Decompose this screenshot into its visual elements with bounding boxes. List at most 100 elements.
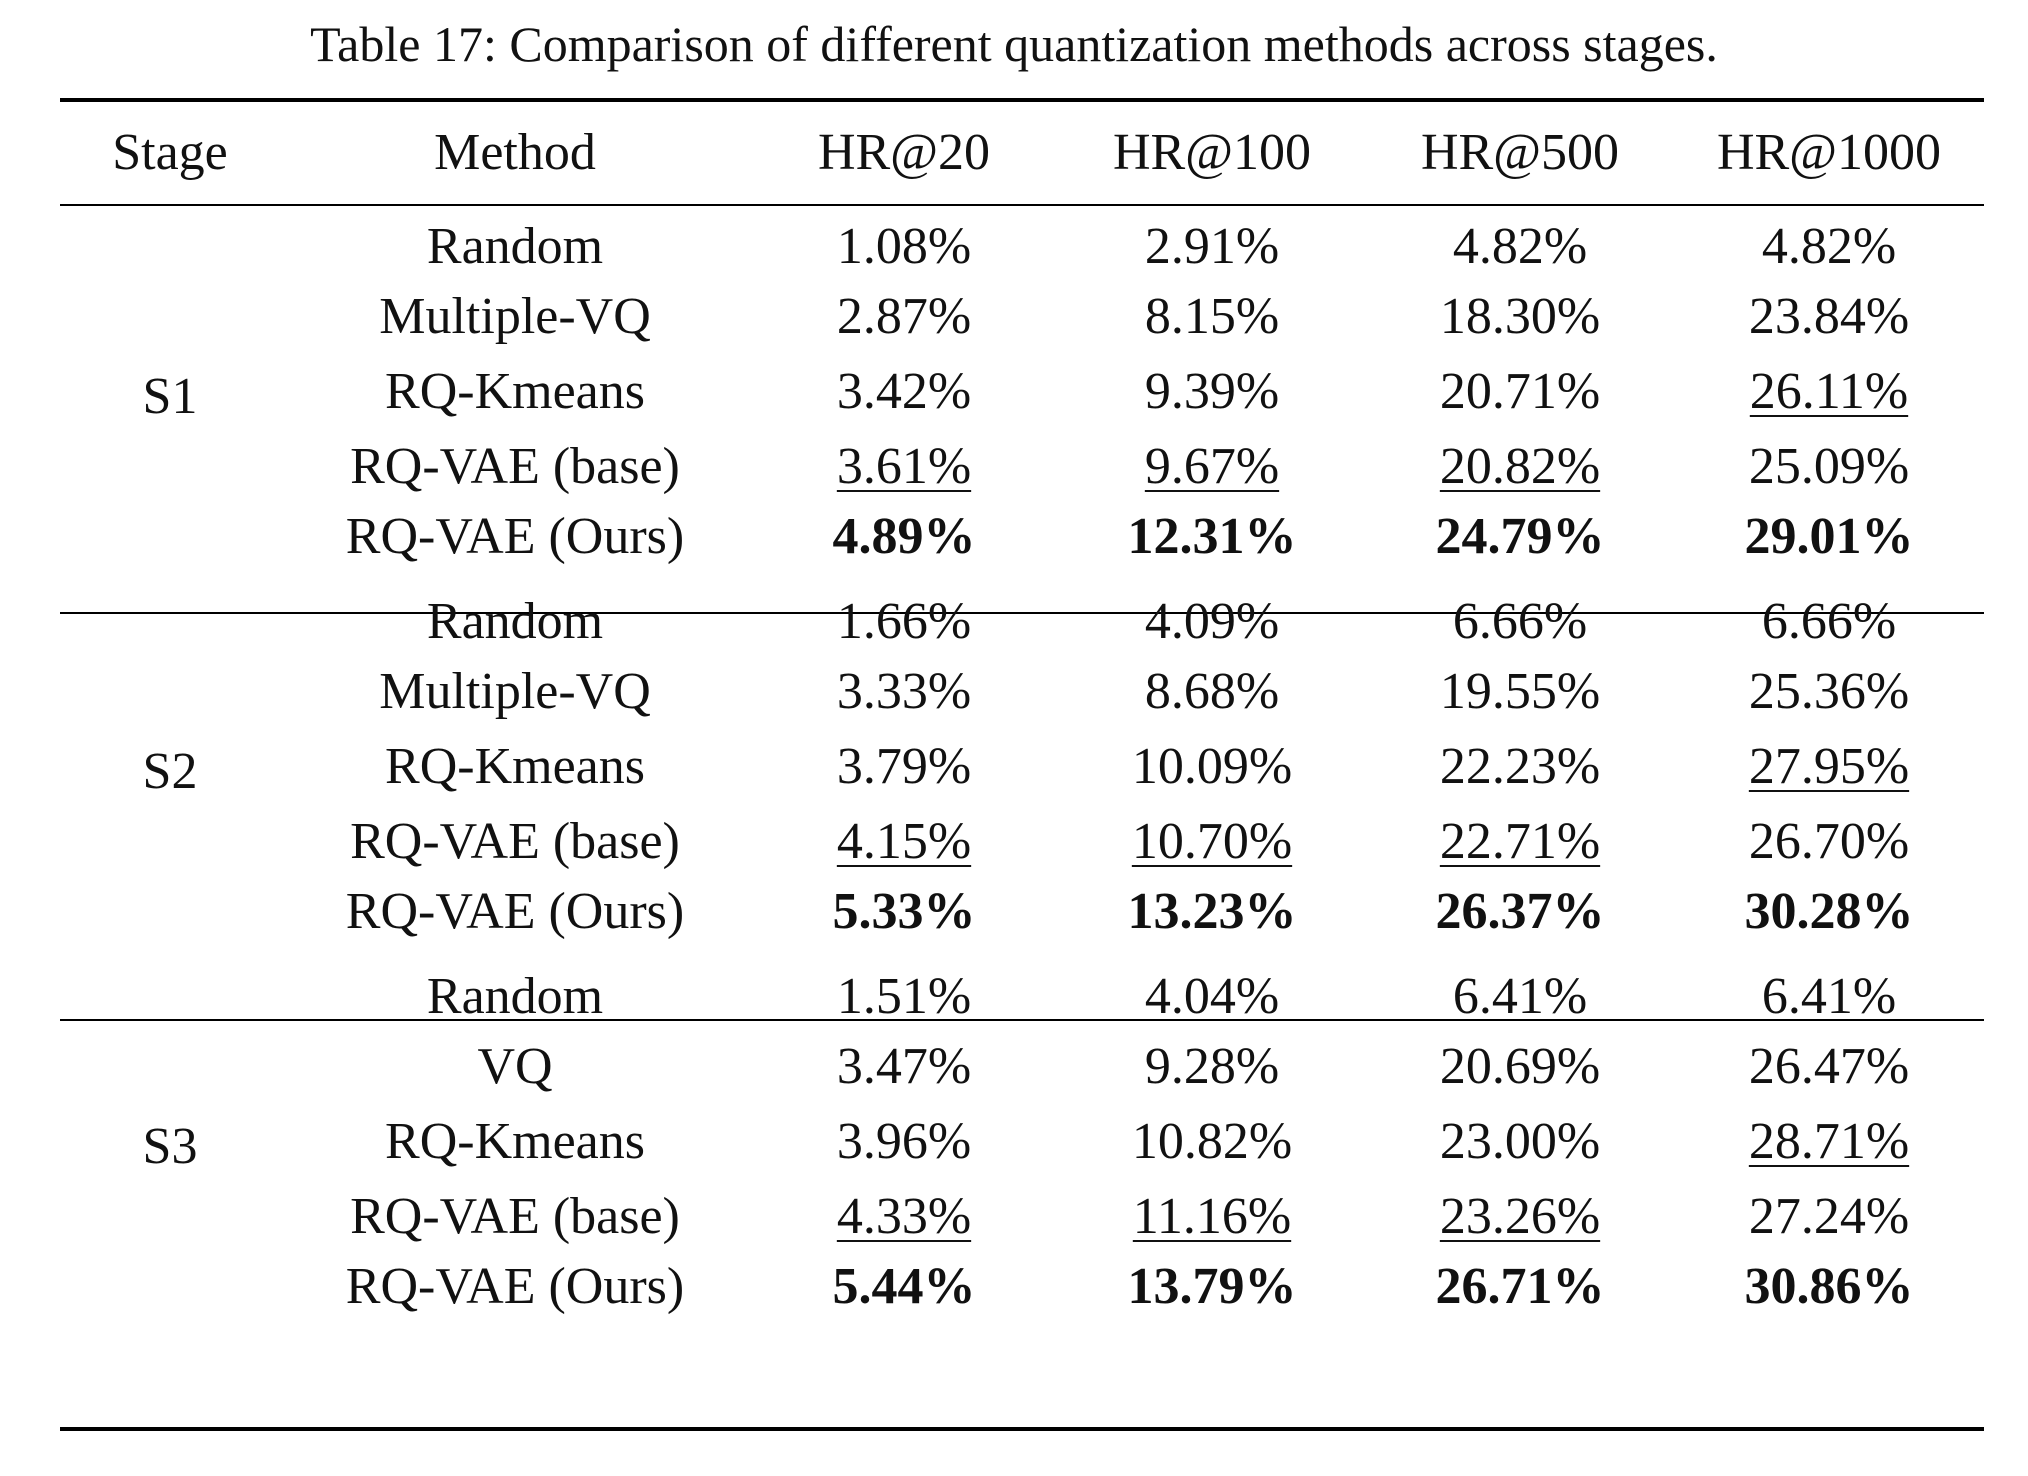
table-row: RQ-VAE (base) 4.15% 10.70% 22.71% 26.70% [60,804,1984,879]
group-divider-s1-s2 [60,612,1984,614]
value-cell-best: 5.33% [832,883,976,940]
table-row: RQ-Kmeans 3.42% 9.39% 20.71% 26.11% [60,354,1984,429]
stage-label: S2 [142,743,198,800]
value-cell: 26.70% [1748,813,1910,870]
method-cell: Random [426,218,604,275]
value-cell: 9.28% [1144,1038,1280,1095]
value-cell-best: 4.89% [832,508,976,565]
value-text: 4.33% [836,1188,972,1245]
value-text: 20.82% [1439,438,1601,495]
value-cell-best: 13.23% [1127,883,1297,940]
method-cell: Multiple-VQ [379,288,651,345]
table-row: RQ-VAE (Ours) 5.44% 13.79% 26.71% 30.86% [60,1254,1984,1329]
value-text: 9.67% [1144,438,1280,495]
value-cell: 20.69% [1439,1038,1601,1095]
value-text: 3.61% [836,438,972,495]
method-cell: RQ-VAE (Ours) [345,508,685,565]
value-cell-best: 30.28% [1744,883,1914,940]
value-text: 10.70% [1131,813,1293,870]
header-row: Stage Method HR@20 HR@100 HR@500 HR@1000 [60,100,1984,204]
value-cell: 4.82% [1452,218,1588,275]
value-cell-second-best: 28.71% [1674,1104,1984,1179]
value-cell: 2.91% [1144,218,1280,275]
value-cell-second-best: 22.71% [1366,804,1674,879]
header-rule [60,204,1984,206]
value-cell-best: 24.79% [1435,508,1605,565]
header-hr100: HR@100 [1112,123,1312,181]
table-row: RQ-VAE (base) 3.61% 9.67% 20.82% 25.09% [60,429,1984,504]
value-text: 11.16% [1132,1188,1292,1245]
header-hr20: HR@20 [817,123,991,181]
value-cell: 1.51% [836,968,972,1025]
method-cell: Random [426,593,604,650]
value-cell: 2.87% [836,288,972,345]
bottom-rule [60,1427,1984,1431]
table-row: Multiple-VQ 3.33% 8.68% 19.55% 25.36% [60,654,1984,729]
value-cell: 3.42% [836,363,972,420]
table-row: RQ-Kmeans 3.79% 10.09% 22.23% 27.95% [60,729,1984,804]
header-stage: Stage [112,123,228,181]
value-cell-best: 5.44% [832,1258,976,1315]
value-cell: 23.84% [1748,288,1910,345]
method-cell: RQ-VAE (base) [350,1188,680,1245]
stage-label: S1 [142,368,198,425]
value-cell: 1.66% [836,593,972,650]
value-cell: 10.82% [1131,1113,1293,1170]
value-cell-second-best: 4.15% [750,804,1058,879]
header-method: Method [434,123,596,181]
table-row: S1 Random 1.08% 2.91% 4.82% 4.82% [60,204,1984,425]
value-cell-second-best: 23.26% [1366,1179,1674,1254]
group-s1: S1 Random 1.08% 2.91% 4.82% 4.82% Multip… [60,204,1984,579]
method-cell: RQ-Kmeans [385,738,645,795]
value-cell: 23.00% [1439,1113,1601,1170]
value-cell: 6.66% [1761,593,1897,650]
table-row: S2 Random 1.66% 4.09% 6.66% 6.66% [60,579,1984,800]
table-row: S3 Random 1.51% 4.04% 6.41% 6.41% [60,954,1984,1175]
value-cell-second-best: 4.33% [750,1179,1058,1254]
method-cell: RQ-VAE (Ours) [345,883,685,940]
value-cell: 8.15% [1144,288,1280,345]
group-s2: S2 Random 1.66% 4.09% 6.66% 6.66% Multip… [60,579,1984,954]
method-cell: RQ-VAE (Ours) [345,1258,685,1315]
value-cell: 19.55% [1439,663,1601,720]
value-cell-best: 12.31% [1127,508,1297,565]
value-cell-best: 26.71% [1435,1258,1605,1315]
value-cell: 3.47% [836,1038,972,1095]
method-cell: RQ-Kmeans [385,1113,645,1170]
value-cell: 1.08% [836,218,972,275]
value-cell: 27.24% [1748,1188,1910,1245]
value-cell: 18.30% [1439,288,1601,345]
table-caption: Table 17: Comparison of different quanti… [310,16,1718,72]
value-cell-second-best: 10.70% [1058,804,1366,879]
table-row: RQ-VAE (base) 4.33% 11.16% 23.26% 27.24% [60,1179,1984,1254]
value-cell: 3.79% [836,738,972,795]
value-cell-best: 13.79% [1127,1258,1297,1315]
value-cell: 25.36% [1748,663,1910,720]
value-cell: 6.41% [1761,968,1897,1025]
table-row: Multiple-VQ 2.87% 8.15% 18.30% 23.84% [60,279,1984,354]
value-cell-second-best: 26.11% [1674,354,1984,429]
table-row: RQ-VAE (Ours) 4.89% 12.31% 24.79% 29.01% [60,504,1984,579]
group-s3: S3 Random 1.51% 4.04% 6.41% 6.41% VQ 3.4… [60,954,1984,1329]
value-text: 22.71% [1439,813,1601,870]
value-cell: 20.71% [1439,363,1601,420]
value-text: 23.26% [1439,1188,1601,1245]
value-text: 4.15% [836,813,972,870]
value-cell: 8.68% [1144,663,1280,720]
value-cell: 9.39% [1144,363,1280,420]
value-cell: 4.04% [1144,968,1280,1025]
method-cell: Random [426,968,604,1025]
value-cell-best: 26.37% [1435,883,1605,940]
value-cell: 4.82% [1761,218,1897,275]
method-cell: RQ-Kmeans [385,363,645,420]
stage-label: S3 [142,1118,198,1175]
table-row: RQ-Kmeans 3.96% 10.82% 23.00% 28.71% [60,1104,1984,1179]
value-cell-best: 29.01% [1744,508,1914,565]
top-rule [60,98,1984,102]
value-cell: 26.47% [1748,1038,1910,1095]
value-cell-second-best: 27.95% [1674,729,1984,804]
value-text: 28.71% [1748,1113,1910,1170]
value-cell: 4.09% [1144,593,1280,650]
value-cell: 6.66% [1452,593,1588,650]
header-hr1000: HR@1000 [1716,123,1942,181]
